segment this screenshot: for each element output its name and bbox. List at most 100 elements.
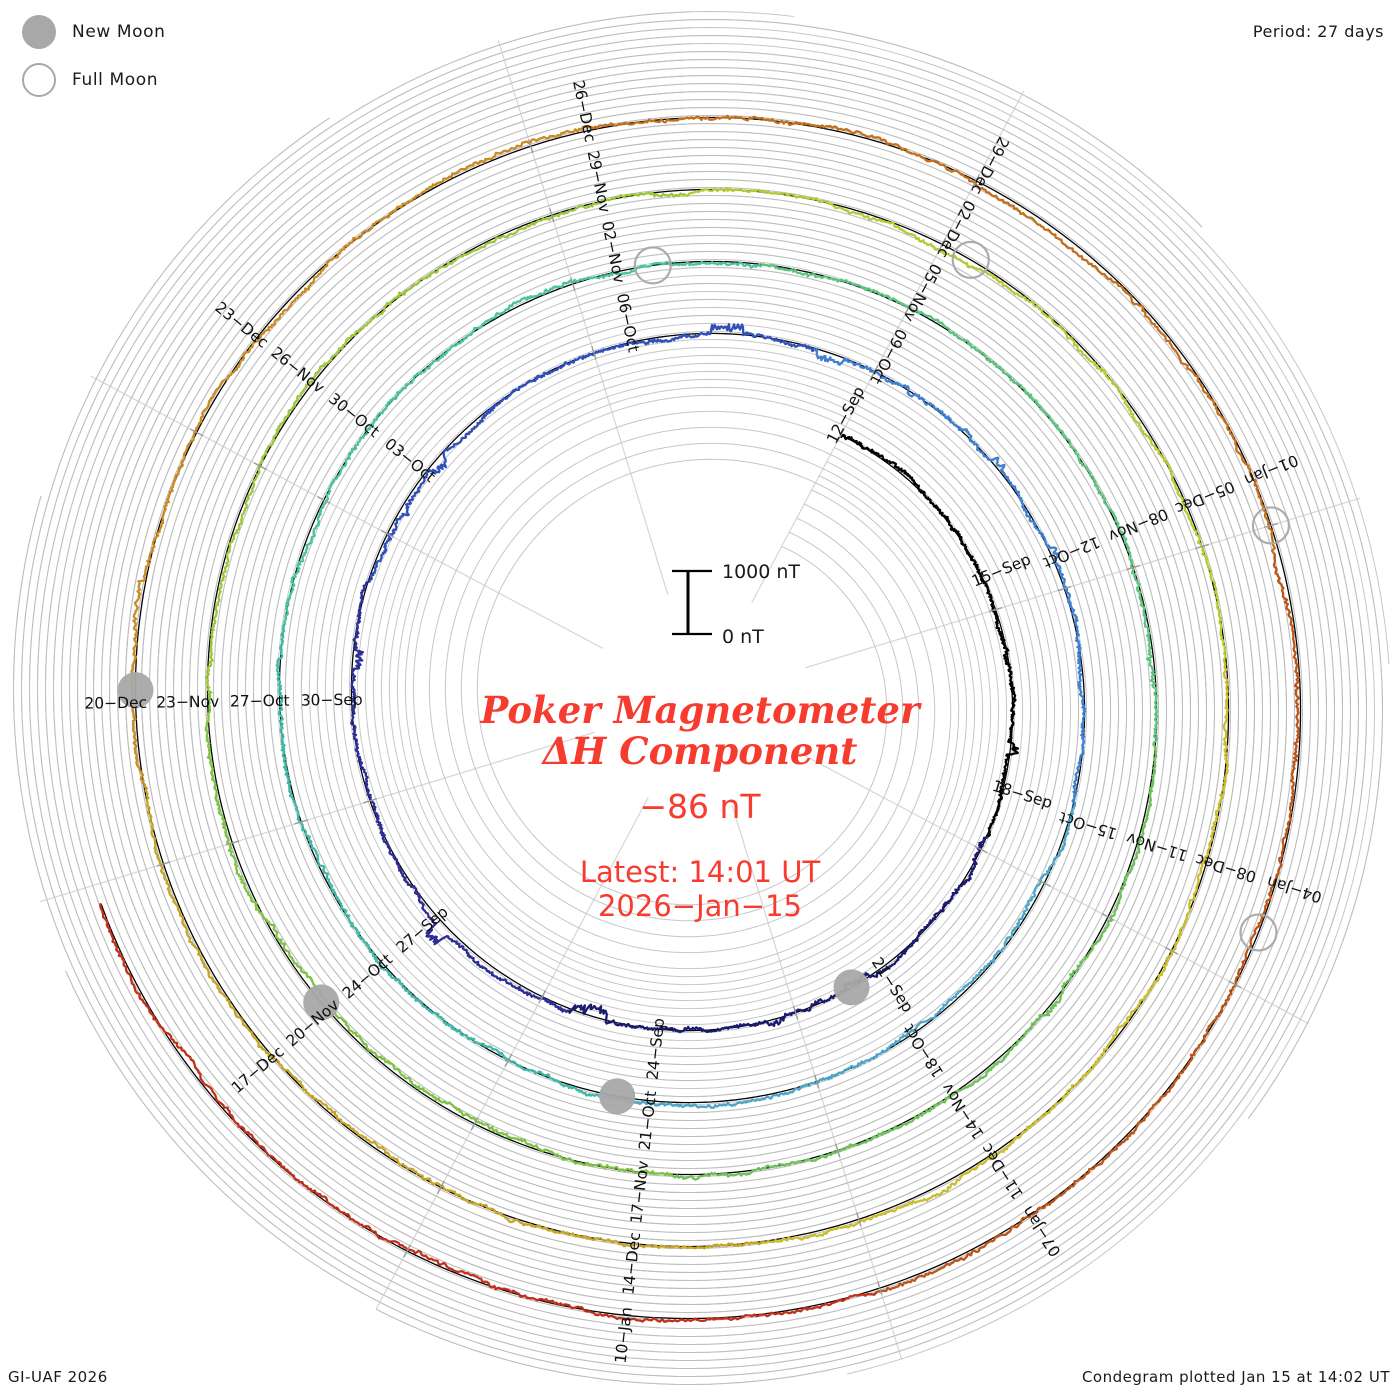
- data-trace-segment: [275, 619, 609, 1099]
- data-trace-segment: [204, 191, 689, 694]
- baseline-tick: [363, 798, 377, 804]
- baseline-tick: [1101, 912, 1115, 921]
- data-trace-segment: [669, 743, 1158, 1181]
- baseline-tick: [834, 1143, 841, 1158]
- grid-rings-layer: [12, 10, 1390, 1386]
- data-trace-segment: [759, 661, 1230, 1245]
- baseline-tick: [570, 277, 576, 291]
- data-trace-segment: [684, 186, 1227, 666]
- data-trace-segment: [99, 902, 877, 1323]
- date-tick-label: 20−Dec: [84, 694, 147, 713]
- date-tick-label: 30−Sep: [301, 691, 363, 710]
- footer-plot-stamp: Condegram plotted Jan 15 at 14:02 UT: [1081, 1368, 1390, 1386]
- radial-gridline: [90, 375, 604, 649]
- baseline-tick: [225, 840, 240, 846]
- full-moon-icon: [22, 63, 56, 97]
- grid-ring: [44, 26, 1390, 1338]
- data-trace-segment: [283, 260, 765, 624]
- date-tick-label: 07−Jan: [1019, 1203, 1065, 1260]
- grid-ring: [28, 11, 1336, 1354]
- baseline-tick: [836, 428, 845, 442]
- full-moon-marker-icon: [633, 246, 672, 285]
- baseline-tick: [317, 496, 331, 504]
- scale-bar-top-label: 1000 nT: [722, 561, 800, 583]
- baseline-tick: [870, 365, 879, 379]
- data-trace-segment: [369, 323, 817, 578]
- grid-ring: [12, 66, 1352, 1370]
- baseline-tick: [938, 237, 947, 251]
- baseline-tick: [380, 529, 394, 538]
- baseline-tick: [436, 1180, 445, 1194]
- period-label: Period: 27 days: [1252, 22, 1384, 41]
- baseline-tick: [1195, 543, 1209, 550]
- date-tick-label: 12−Oct: [1041, 533, 1103, 572]
- baseline-tick: [156, 861, 171, 867]
- scale-bar-bottom-label: 0 nT: [722, 626, 764, 648]
- radial-gridline: [796, 751, 1310, 1025]
- baseline-tick: [813, 1074, 820, 1089]
- grid-ring: [65, 58, 1360, 1378]
- new-moon-marker-icon: [599, 1078, 636, 1115]
- date-tick-label: 27−Oct: [230, 692, 290, 711]
- data-trace-layer: [99, 114, 1301, 1323]
- baseline-tick: [792, 1005, 799, 1020]
- baseline-tick: [1264, 522, 1278, 529]
- baseline-tick: [403, 1244, 411, 1258]
- date-tick-label: 23−Nov: [156, 693, 219, 712]
- baseline-tick: [877, 1281, 883, 1296]
- baseline-tick: [1037, 879, 1051, 887]
- grid-ring: [20, 74, 1344, 1362]
- data-trace-segment: [129, 125, 587, 790]
- date-tick-label: 09−Oct: [866, 326, 910, 387]
- footer-credit: GI-UAF 2026: [8, 1368, 108, 1386]
- baseline-tick: [549, 208, 555, 223]
- moon-markers-layer: [117, 240, 1291, 1115]
- baseline-tick: [904, 301, 913, 315]
- grid-ring: [52, 34, 1384, 1330]
- baseline-tick: [538, 990, 547, 1004]
- baseline-tick: [988, 606, 1003, 613]
- grid-ring: [76, 59, 1288, 1306]
- baseline-tick: [1126, 564, 1141, 571]
- date-tick-label: 18−Oct: [900, 1021, 948, 1081]
- legend-item-new-moon: New Moon: [22, 8, 362, 56]
- radial-grid-layer: [39, 39, 1361, 1361]
- baseline-spiral-layer: [100, 116, 1302, 1320]
- legend-label-new-moon: New Moon: [72, 22, 166, 42]
- data-trace-segment: [204, 689, 674, 1177]
- data-trace-segment: [760, 263, 1159, 748]
- full-moon-marker-icon: [951, 240, 990, 279]
- full-moon-marker-icon: [1239, 913, 1278, 952]
- radial-gridline: [375, 796, 649, 1310]
- data-trace-segment: [350, 574, 570, 1013]
- new-moon-icon: [22, 15, 56, 49]
- grid-ring: [172, 155, 1192, 1209]
- baseline-tick: [974, 845, 988, 854]
- baseline-tick: [856, 1212, 862, 1227]
- data-trace-segment: [143, 785, 764, 1250]
- radial-gridline: [497, 39, 669, 595]
- scale-bar: 1000 nT 0 nT: [672, 561, 800, 648]
- baseline-tick: [253, 462, 267, 471]
- data-trace-segment: [605, 803, 1076, 1109]
- baseline-tick: [591, 345, 597, 360]
- data-trace-segment: [813, 347, 1087, 808]
- data-trace-segment: [581, 114, 1277, 560]
- data-trace-segment: [839, 433, 1020, 839]
- baseline-tick: [190, 428, 204, 437]
- data-trace-segment: [872, 555, 1301, 1296]
- legend-item-full-moon: Full Moon: [22, 56, 362, 104]
- baseline-tick: [1228, 980, 1242, 989]
- full-moon-marker-icon: [1251, 506, 1291, 545]
- radial-gridline: [39, 731, 595, 903]
- new-moon-marker-icon: [117, 672, 154, 709]
- baseline-tick: [294, 819, 309, 825]
- baseline-spiral: [100, 116, 1302, 1320]
- legend-label-full-moon: Full Moon: [72, 70, 159, 90]
- grid-ring: [28, 10, 1336, 1354]
- new-moon-marker-icon: [303, 984, 340, 1021]
- baseline-tick: [1164, 946, 1179, 955]
- grid-ring: [60, 43, 1304, 1322]
- baseline-tick: [972, 174, 980, 188]
